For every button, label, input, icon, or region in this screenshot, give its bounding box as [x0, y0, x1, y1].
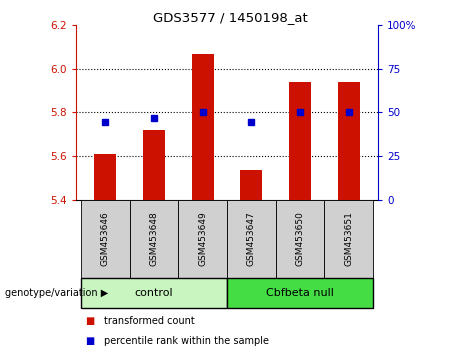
Text: Cbfbeta null: Cbfbeta null	[266, 288, 334, 298]
Text: GSM453649: GSM453649	[198, 212, 207, 266]
Text: GSM453647: GSM453647	[247, 212, 256, 266]
Text: GDS3577 / 1450198_at: GDS3577 / 1450198_at	[153, 11, 308, 24]
Text: ■: ■	[85, 336, 95, 346]
Bar	[241, 170, 262, 200]
Text: percentile rank within the sample: percentile rank within the sample	[104, 336, 269, 346]
Text: GSM453648: GSM453648	[149, 212, 159, 266]
Text: GSM453651: GSM453651	[344, 211, 353, 267]
Bar	[276, 200, 325, 278]
Bar	[227, 200, 276, 278]
Bar	[143, 130, 165, 200]
Text: transformed count: transformed count	[104, 316, 195, 326]
Bar	[81, 278, 227, 308]
Bar	[338, 82, 360, 200]
Text: ■: ■	[85, 316, 95, 326]
Text: genotype/variation ▶: genotype/variation ▶	[5, 288, 108, 298]
Text: control: control	[135, 288, 173, 298]
Text: GSM453650: GSM453650	[296, 211, 305, 267]
Bar	[81, 200, 130, 278]
Bar	[95, 154, 116, 200]
Bar	[325, 200, 373, 278]
Bar	[192, 55, 213, 200]
Bar	[289, 82, 311, 200]
Bar	[130, 200, 178, 278]
Text: GSM453646: GSM453646	[101, 212, 110, 266]
Bar	[227, 278, 373, 308]
Bar	[178, 200, 227, 278]
